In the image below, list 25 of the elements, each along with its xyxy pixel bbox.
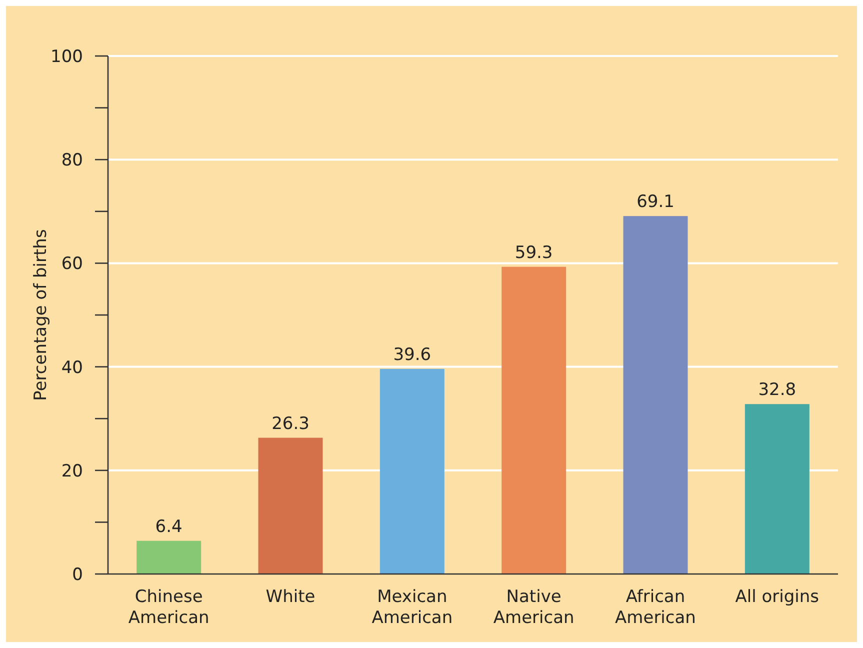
x-tick-label: Native American: [493, 587, 574, 628]
y-axis-title: Percentage of births: [31, 229, 51, 401]
y-tick-label: 0: [72, 564, 83, 585]
x-tick-label: Chinese American: [128, 587, 210, 628]
x-tick-label: White: [266, 587, 316, 607]
bar: [136, 540, 202, 574]
x-tick-label: African American: [615, 587, 696, 628]
data-label: 6.4: [155, 516, 182, 537]
y-tick-label: 60: [61, 254, 83, 274]
y-tick-label: 100: [50, 46, 83, 67]
data-label: 26.3: [272, 414, 310, 434]
data-label: 39.6: [393, 344, 432, 365]
x-tick-label: Mexican American: [372, 587, 453, 628]
data-label: 59.3: [514, 242, 553, 263]
bar: [744, 404, 810, 574]
bar: [502, 266, 566, 574]
y-tick-label: 80: [61, 150, 83, 171]
y-tick-label: 40: [61, 358, 83, 378]
bar: [258, 438, 323, 574]
x-tick-label: All origins: [735, 587, 820, 607]
data-label: 69.1: [636, 192, 674, 212]
bar: [380, 368, 444, 574]
data-label: 32.8: [758, 380, 796, 400]
bar: [623, 216, 688, 574]
y-tick-label: 20: [61, 461, 83, 482]
